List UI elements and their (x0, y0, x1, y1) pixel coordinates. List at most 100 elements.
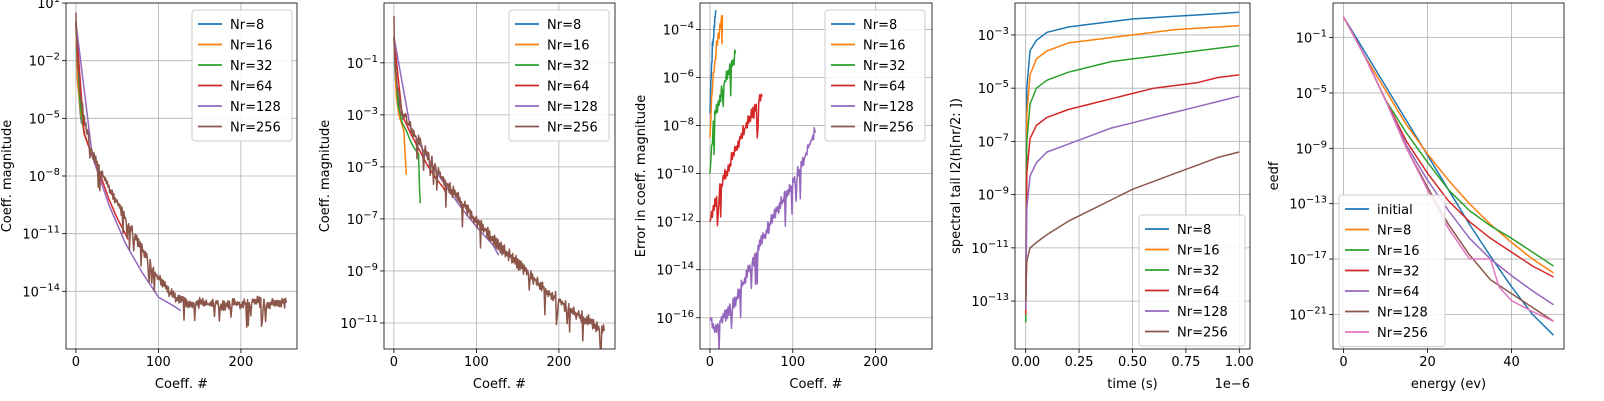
series-line-nr-64 (709, 93, 763, 227)
x-tick-label: 100 (780, 355, 805, 370)
y-tick-label: 10−6 (663, 68, 694, 86)
legend-label: Nr=128 (230, 100, 281, 115)
series-line-nr-256 (393, 15, 606, 349)
legend-label: Nr=32 (863, 59, 906, 74)
y-tick-label: 10−14 (656, 261, 694, 279)
legend-label: Nr=128 (863, 100, 914, 115)
series-line-nr-64 (1024, 74, 1240, 315)
legend-label: Nr=64 (230, 80, 273, 95)
y-tick-label: 10−1 (1296, 29, 1327, 47)
plot-area (75, 12, 288, 328)
y-tick-label: 10−11 (971, 239, 1009, 257)
x-axis-label: Coeff. # (789, 377, 842, 392)
series-line-nr-64 (75, 22, 129, 240)
legend-label: Nr=8 (863, 18, 897, 33)
subplot-1: 0 100 200 101 10−2 10−5 10−8 10−11 10−14 Coeff. #… (0, 0, 298, 392)
plot-area (1342, 16, 1555, 336)
legend-label: Nr=256 (230, 121, 281, 136)
plot-area (1024, 11, 1240, 323)
y-tick-label: 10−5 (29, 109, 60, 127)
y-axis-label: eedf (1267, 161, 1282, 190)
series-line-nr-32 (393, 36, 422, 204)
x-tick-label: 200 (863, 355, 888, 370)
series-line-nr-128 (1024, 95, 1240, 310)
axes-frame (383, 2, 616, 350)
legend-label: Nr=16 (1177, 244, 1220, 259)
legend: Nr=8 Nr=16 Nr=32 Nr=64 Nr=128 Nr=256 (1138, 214, 1246, 347)
y-tick-label: 10−10 (656, 165, 694, 183)
y-tick-label: 10−8 (663, 117, 694, 135)
series-line-nr-128 (709, 126, 816, 349)
series-line-nr-8 (709, 10, 717, 114)
x-tick-label: 0 (1339, 355, 1347, 370)
subplot-5: 0 20 40 10−1 10−5 10−9 10−13 10−17 10−21 energy (… (1267, 2, 1565, 392)
series-line-nr-16 (393, 36, 408, 175)
series-line-nr-32 (1024, 44, 1240, 323)
x-tick-label: 200 (546, 355, 571, 370)
x-axis-offset-label: 1e−6 (1215, 377, 1250, 392)
legend-label: Nr=16 (863, 39, 906, 54)
series-line-nr-256 (75, 12, 288, 328)
x-tick-label: 0.75 (1171, 355, 1200, 370)
x-tick-label: 200 (228, 355, 253, 370)
x-axis-label: Coeff. # (155, 377, 208, 392)
series-line-nr-32 (709, 49, 737, 174)
y-tick-label: 10−5 (978, 79, 1009, 97)
y-tick-label: 10−2 (29, 52, 60, 70)
y-tick-label: 10−3 (978, 26, 1009, 44)
legend: Nr=8 Nr=16 Nr=32 Nr=64 Nr=128 Nr=256 (824, 9, 926, 142)
legend-label: Nr=32 (1177, 264, 1220, 279)
legend-label: Nr=32 (230, 59, 273, 74)
legend-label: initial (1377, 203, 1413, 218)
legend-label: Nr=256 (1177, 326, 1228, 341)
series-line-nr-16 (1024, 24, 1240, 323)
series-line-nr-16 (709, 14, 724, 138)
legend-label: Nr=64 (863, 80, 906, 95)
legend-label: Nr=128 (547, 100, 598, 115)
y-axis-label: Coeff. magnitude (0, 120, 15, 233)
y-tick-label: 10−9 (978, 186, 1009, 204)
legend-box (508, 9, 610, 142)
y-tick-label: 10−9 (347, 262, 378, 280)
x-tick-label: 100 (464, 355, 489, 370)
y-tick-label: 10−16 (656, 309, 694, 327)
y-tick-label: 10−11 (22, 225, 60, 243)
legend-label: Nr=8 (1377, 224, 1411, 239)
y-tick-label: 10−8 (29, 167, 60, 185)
legend-label: Nr=128 (1377, 306, 1428, 321)
legend-label: Nr=32 (547, 59, 590, 74)
x-tick-label: 0.50 (1118, 355, 1147, 370)
legend-label: Nr=64 (1177, 285, 1220, 300)
y-tick-label: 10−13 (971, 292, 1009, 310)
legend-label: Nr=16 (547, 39, 590, 54)
legend-label: Nr=256 (547, 121, 598, 136)
y-tick-label: 10−17 (1289, 250, 1327, 268)
legend-label: Nr=8 (230, 18, 264, 33)
legend-box (1338, 194, 1446, 347)
legend-label: Nr=32 (1377, 265, 1420, 280)
legend-box (1138, 214, 1246, 347)
x-tick-label: 0 (390, 355, 398, 370)
subplot-2: 0 100 200 10−1 10−3 10−5 10−7 10−9 10−11 Coeff. #… (318, 2, 616, 392)
x-axis-label: time (s) (1107, 377, 1157, 392)
y-tick-label: 10−7 (978, 132, 1009, 150)
legend: Nr=8 Nr=16 Nr=32 Nr=64 Nr=128 Nr=256 (508, 9, 610, 142)
legend-label: Nr=64 (547, 80, 590, 95)
y-tick-label: 10−21 (1289, 305, 1327, 323)
legend-box (824, 9, 926, 142)
y-tick-label: 10−9 (1296, 139, 1327, 157)
legend-label: Nr=16 (230, 39, 273, 54)
legend: initial Nr=8 Nr=16 Nr=32 Nr=64 Nr=128 Nr=256 (1338, 194, 1446, 347)
legend-label: Nr=16 (1377, 244, 1420, 259)
series-line-nr-128 (75, 22, 182, 312)
y-tick-label: 10−14 (22, 282, 60, 300)
y-tick-label: 10−13 (1289, 195, 1327, 213)
x-tick-label: 0.00 (1011, 355, 1040, 370)
x-tick-label: 40 (1503, 355, 1520, 370)
y-tick-label: 10−4 (663, 20, 694, 38)
series-line-nr-256 (1024, 151, 1240, 302)
x-tick-label: 100 (146, 355, 171, 370)
y-tick-label: 10−5 (347, 158, 378, 176)
x-axis-label: energy (ev) (1411, 377, 1486, 392)
series-line-nr-8 (1024, 11, 1240, 323)
